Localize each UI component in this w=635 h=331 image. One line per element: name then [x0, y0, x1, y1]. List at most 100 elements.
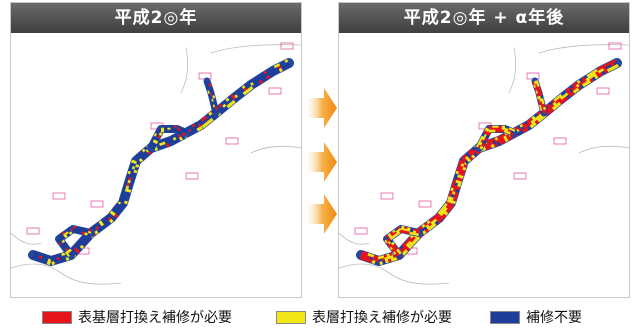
road-segment	[394, 253, 399, 257]
road-segment	[109, 210, 115, 215]
road-segment	[574, 81, 579, 86]
road-segment	[33, 250, 38, 256]
road-segment	[128, 177, 133, 181]
road-segment	[505, 134, 510, 139]
place-marker	[90, 200, 104, 208]
road-segment	[139, 150, 144, 155]
road-segment	[167, 139, 172, 144]
road-segment	[509, 135, 514, 140]
road-segment	[379, 261, 384, 266]
road-segment	[478, 138, 483, 143]
road-segment	[83, 236, 89, 241]
road-segment	[237, 88, 242, 93]
road-segment	[536, 83, 540, 87]
road-segment	[75, 249, 81, 254]
color-legend: 表基層打換え補修が必要 表層打換え補修が必要 補修不要	[0, 303, 635, 329]
road-segment	[176, 137, 181, 143]
road-segment	[612, 59, 617, 64]
road-segment	[213, 100, 217, 105]
legend-item-yellow: 表層打換え補修が必要	[276, 307, 452, 327]
road-segment	[493, 142, 498, 148]
road-segment	[128, 167, 133, 172]
road-segment	[428, 218, 434, 223]
road-segment	[549, 107, 555, 113]
road-segment	[401, 247, 407, 252]
road-segment	[437, 214, 443, 220]
road-segment	[226, 103, 231, 109]
road-segment	[531, 115, 536, 121]
road-segment	[118, 198, 123, 203]
road-segment	[117, 204, 123, 210]
road-segment	[219, 105, 225, 111]
road-segment	[499, 140, 504, 145]
road-segment	[205, 80, 210, 85]
arrow-right-icon	[304, 142, 337, 182]
road-segment	[229, 97, 235, 103]
road-segment	[471, 146, 477, 151]
road-segment	[209, 86, 213, 90]
road-segment	[435, 216, 440, 222]
road-segment	[42, 253, 47, 259]
road-segment	[578, 82, 583, 87]
road-segment	[511, 128, 516, 133]
road-segment	[550, 99, 556, 105]
road-segment	[155, 133, 160, 138]
road-segment	[64, 250, 69, 255]
road-segment	[437, 210, 443, 215]
road-segment	[480, 135, 485, 140]
road-segment	[151, 141, 156, 146]
road-segment	[466, 158, 472, 163]
road-segment	[390, 232, 395, 237]
road-segment	[124, 178, 129, 183]
road-segment	[234, 90, 240, 95]
road-segment	[153, 142, 157, 147]
road-segment	[541, 100, 545, 105]
road-segment	[85, 238, 91, 243]
road-segment	[274, 66, 280, 72]
road-segment	[447, 206, 453, 211]
road-segment	[386, 253, 391, 258]
background-road-line	[339, 263, 450, 285]
legend-item-blue: 補修不要	[490, 307, 582, 327]
road-segment	[584, 81, 589, 86]
road-segment	[113, 209, 119, 215]
road-segment	[371, 259, 376, 265]
road-segment	[223, 105, 229, 111]
road-segment	[54, 260, 58, 265]
road-segment	[393, 256, 398, 261]
road-segment	[286, 63, 291, 69]
road-segment	[526, 119, 531, 125]
road-segment	[157, 134, 162, 139]
road-segment	[206, 83, 211, 88]
road-segment	[43, 259, 48, 265]
road-segment	[577, 85, 582, 91]
road-segment	[534, 83, 539, 88]
road-segment	[366, 255, 371, 260]
road-segment	[234, 94, 239, 99]
road-segment	[389, 255, 394, 260]
road-segment	[134, 157, 140, 163]
road-segment	[72, 229, 76, 233]
road-segment	[135, 164, 140, 168]
road-segment	[415, 233, 419, 237]
road-segment	[82, 227, 86, 231]
road-segment	[443, 211, 449, 216]
road-segment	[501, 139, 507, 144]
road-segment	[539, 115, 545, 121]
road-segment	[243, 83, 249, 88]
road-segment	[272, 68, 277, 73]
road-segment	[79, 244, 85, 250]
road-segment	[258, 79, 264, 84]
road-map-before	[11, 42, 301, 285]
road-segment	[439, 216, 445, 221]
road-segment	[170, 138, 175, 143]
road-segment	[38, 255, 43, 260]
road-segment	[594, 74, 599, 80]
road-segment	[202, 119, 208, 125]
road-segment	[66, 227, 71, 232]
road-segment	[537, 117, 542, 123]
place-marker	[380, 192, 394, 200]
road-segment	[471, 150, 476, 155]
road-segment	[400, 227, 405, 231]
road-segment	[127, 189, 132, 193]
